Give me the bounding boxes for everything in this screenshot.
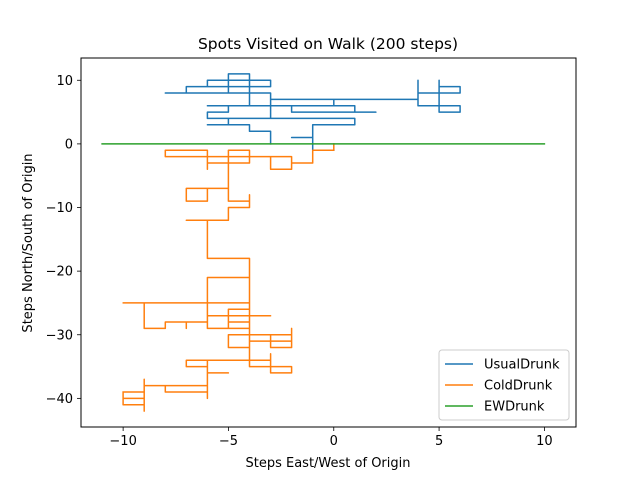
legend-label: ColdDrunk [484,379,553,394]
x-tick-label: 0 [330,434,338,449]
y-tick-label: 0 [65,137,73,152]
legend-label: UsualDrunk [484,358,560,373]
x-axis-label: Steps East/West of Origin [246,456,411,471]
y-tick-label: −10 [46,201,73,216]
x-tick-label: −10 [109,434,136,449]
x-axis: −10 −5 0 5 10 [109,427,553,449]
x-tick-label: 10 [536,434,553,449]
legend: UsualDrunk ColdDrunk EWDrunk [438,349,570,421]
y-tick-label: 10 [56,74,73,89]
legend-label: EWDrunk [484,400,545,415]
y-tick-label: −30 [46,328,73,343]
y-tick-label: −40 [46,392,73,407]
y-axis: 10 0 −10 −20 −30 −40 [46,74,81,407]
legend-box [438,349,570,421]
y-tick-label: −20 [46,265,73,280]
series-line-usualdrunk [164,73,461,152]
x-tick-label: 5 [435,434,443,449]
chart-title: Spots Visited on Walk (200 steps) [198,35,458,53]
series-line-colddrunk [122,143,335,412]
plot-area [101,73,546,412]
y-axis-label: Steps North/South of Origin [21,153,36,332]
plot-frame [80,57,577,428]
x-tick-label: −5 [219,434,238,449]
